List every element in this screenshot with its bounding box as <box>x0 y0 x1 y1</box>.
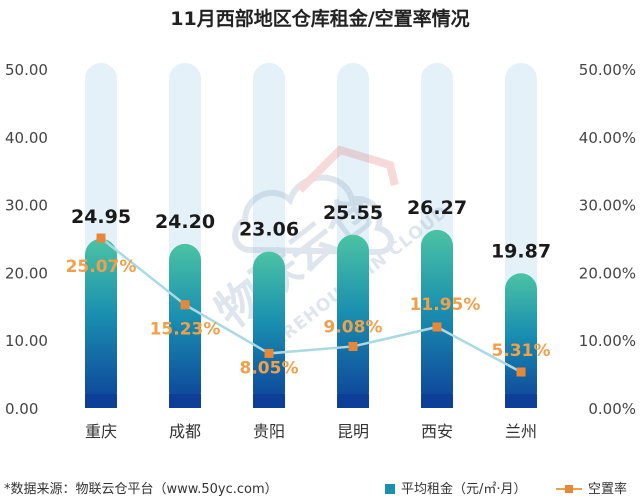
vacancy-value-label-2: 15.23% <box>150 320 221 340</box>
legend-swatch-rent <box>385 484 395 494</box>
category-label-2: 成都 <box>169 422 201 441</box>
right-axis-tick-5: 40.00% <box>579 129 636 147</box>
left-axis-tick-3: 20.00 <box>5 264 48 282</box>
vacancy-value-label-4: 9.08% <box>324 317 383 337</box>
legend-label-rent: 平均租金（元/㎡·月） <box>401 482 527 497</box>
vacancy-marker-3 <box>264 348 274 358</box>
bar-rent-base-5 <box>421 394 453 408</box>
category-label-3: 贵阳 <box>253 422 285 441</box>
chart-title: 11月西部地区仓库租金/空置率情况 <box>170 7 469 30</box>
rent-value-label-2: 24.20 <box>155 211 215 233</box>
right-axis-tick-2: 10.00% <box>579 332 636 350</box>
left-axis-tick-6: 50.00 <box>5 61 48 79</box>
data-source-note: *数据来源：物联云仓平台（www.50yc.com） <box>4 482 278 497</box>
rent-value-label-4: 25.55 <box>323 202 383 224</box>
right-axis-tick-4: 30.00% <box>579 197 636 215</box>
watermark-cloud-icon <box>232 174 394 256</box>
left-axis-tick-4: 30.00 <box>5 197 48 215</box>
bar-rent-base-3 <box>253 394 285 408</box>
right-axis-tick-3: 20.00% <box>579 264 636 282</box>
bar-rent-base-4 <box>337 394 369 408</box>
vacancy-line <box>100 237 522 374</box>
vacancy-marker-1 <box>96 233 106 243</box>
chart-footer: *数据来源：物联云仓平台（www.50yc.com） 平均租金（元/㎡·月） 空… <box>0 476 640 500</box>
vacancy-value-label-1: 25.07% <box>66 257 137 277</box>
left-axis-tick-2: 10.00 <box>5 332 48 350</box>
rent-value-label-1: 24.95 <box>71 206 131 228</box>
category-label-5: 西安 <box>421 422 453 441</box>
rent-value-label-5: 26.27 <box>407 197 467 219</box>
bar-rent-base-6 <box>505 394 537 408</box>
left-axis-tick-5: 40.00 <box>5 129 48 147</box>
category-label-6: 兰州 <box>505 422 537 441</box>
bar-rent-6 <box>505 273 537 408</box>
vacancy-marker-6 <box>516 367 526 377</box>
left-axis-tick-1: 0.00 <box>5 400 38 418</box>
bar-rent-base-1 <box>85 394 117 408</box>
vacancy-value-label-3: 8.05% <box>240 358 299 378</box>
vacancy-marker-5 <box>432 322 442 332</box>
bar-rent-base-2 <box>169 394 201 408</box>
legend-item-vacancy: 空置率 <box>556 478 627 497</box>
vacancy-value-label-5: 11.95% <box>410 295 481 315</box>
vacancy-value-label-6: 5.31% <box>492 341 551 361</box>
bar-rent-3 <box>253 251 285 408</box>
bar-rent-4 <box>337 234 369 408</box>
vacancy-marker-4 <box>348 341 358 351</box>
legend-item-rent: 平均租金（元/㎡·月） <box>385 478 527 497</box>
right-axis-tick-1: 0.00% <box>588 400 636 418</box>
bar-rent-2 <box>169 243 201 408</box>
category-label-1: 重庆 <box>85 422 117 441</box>
bar-rent-1 <box>85 238 117 408</box>
category-label-4: 昆明 <box>337 422 369 441</box>
rent-value-label-6: 19.87 <box>491 240 551 262</box>
bar-rent-5 <box>421 229 453 408</box>
right-axis-tick-6: 50.00% <box>579 61 636 79</box>
legend-swatch-vacancy <box>556 484 582 494</box>
legend-label-vacancy: 空置率 <box>588 482 628 497</box>
rent-value-label-3: 23.06 <box>239 219 299 241</box>
watermark-arrow-icon <box>297 145 399 193</box>
vacancy-marker-2 <box>180 300 190 310</box>
